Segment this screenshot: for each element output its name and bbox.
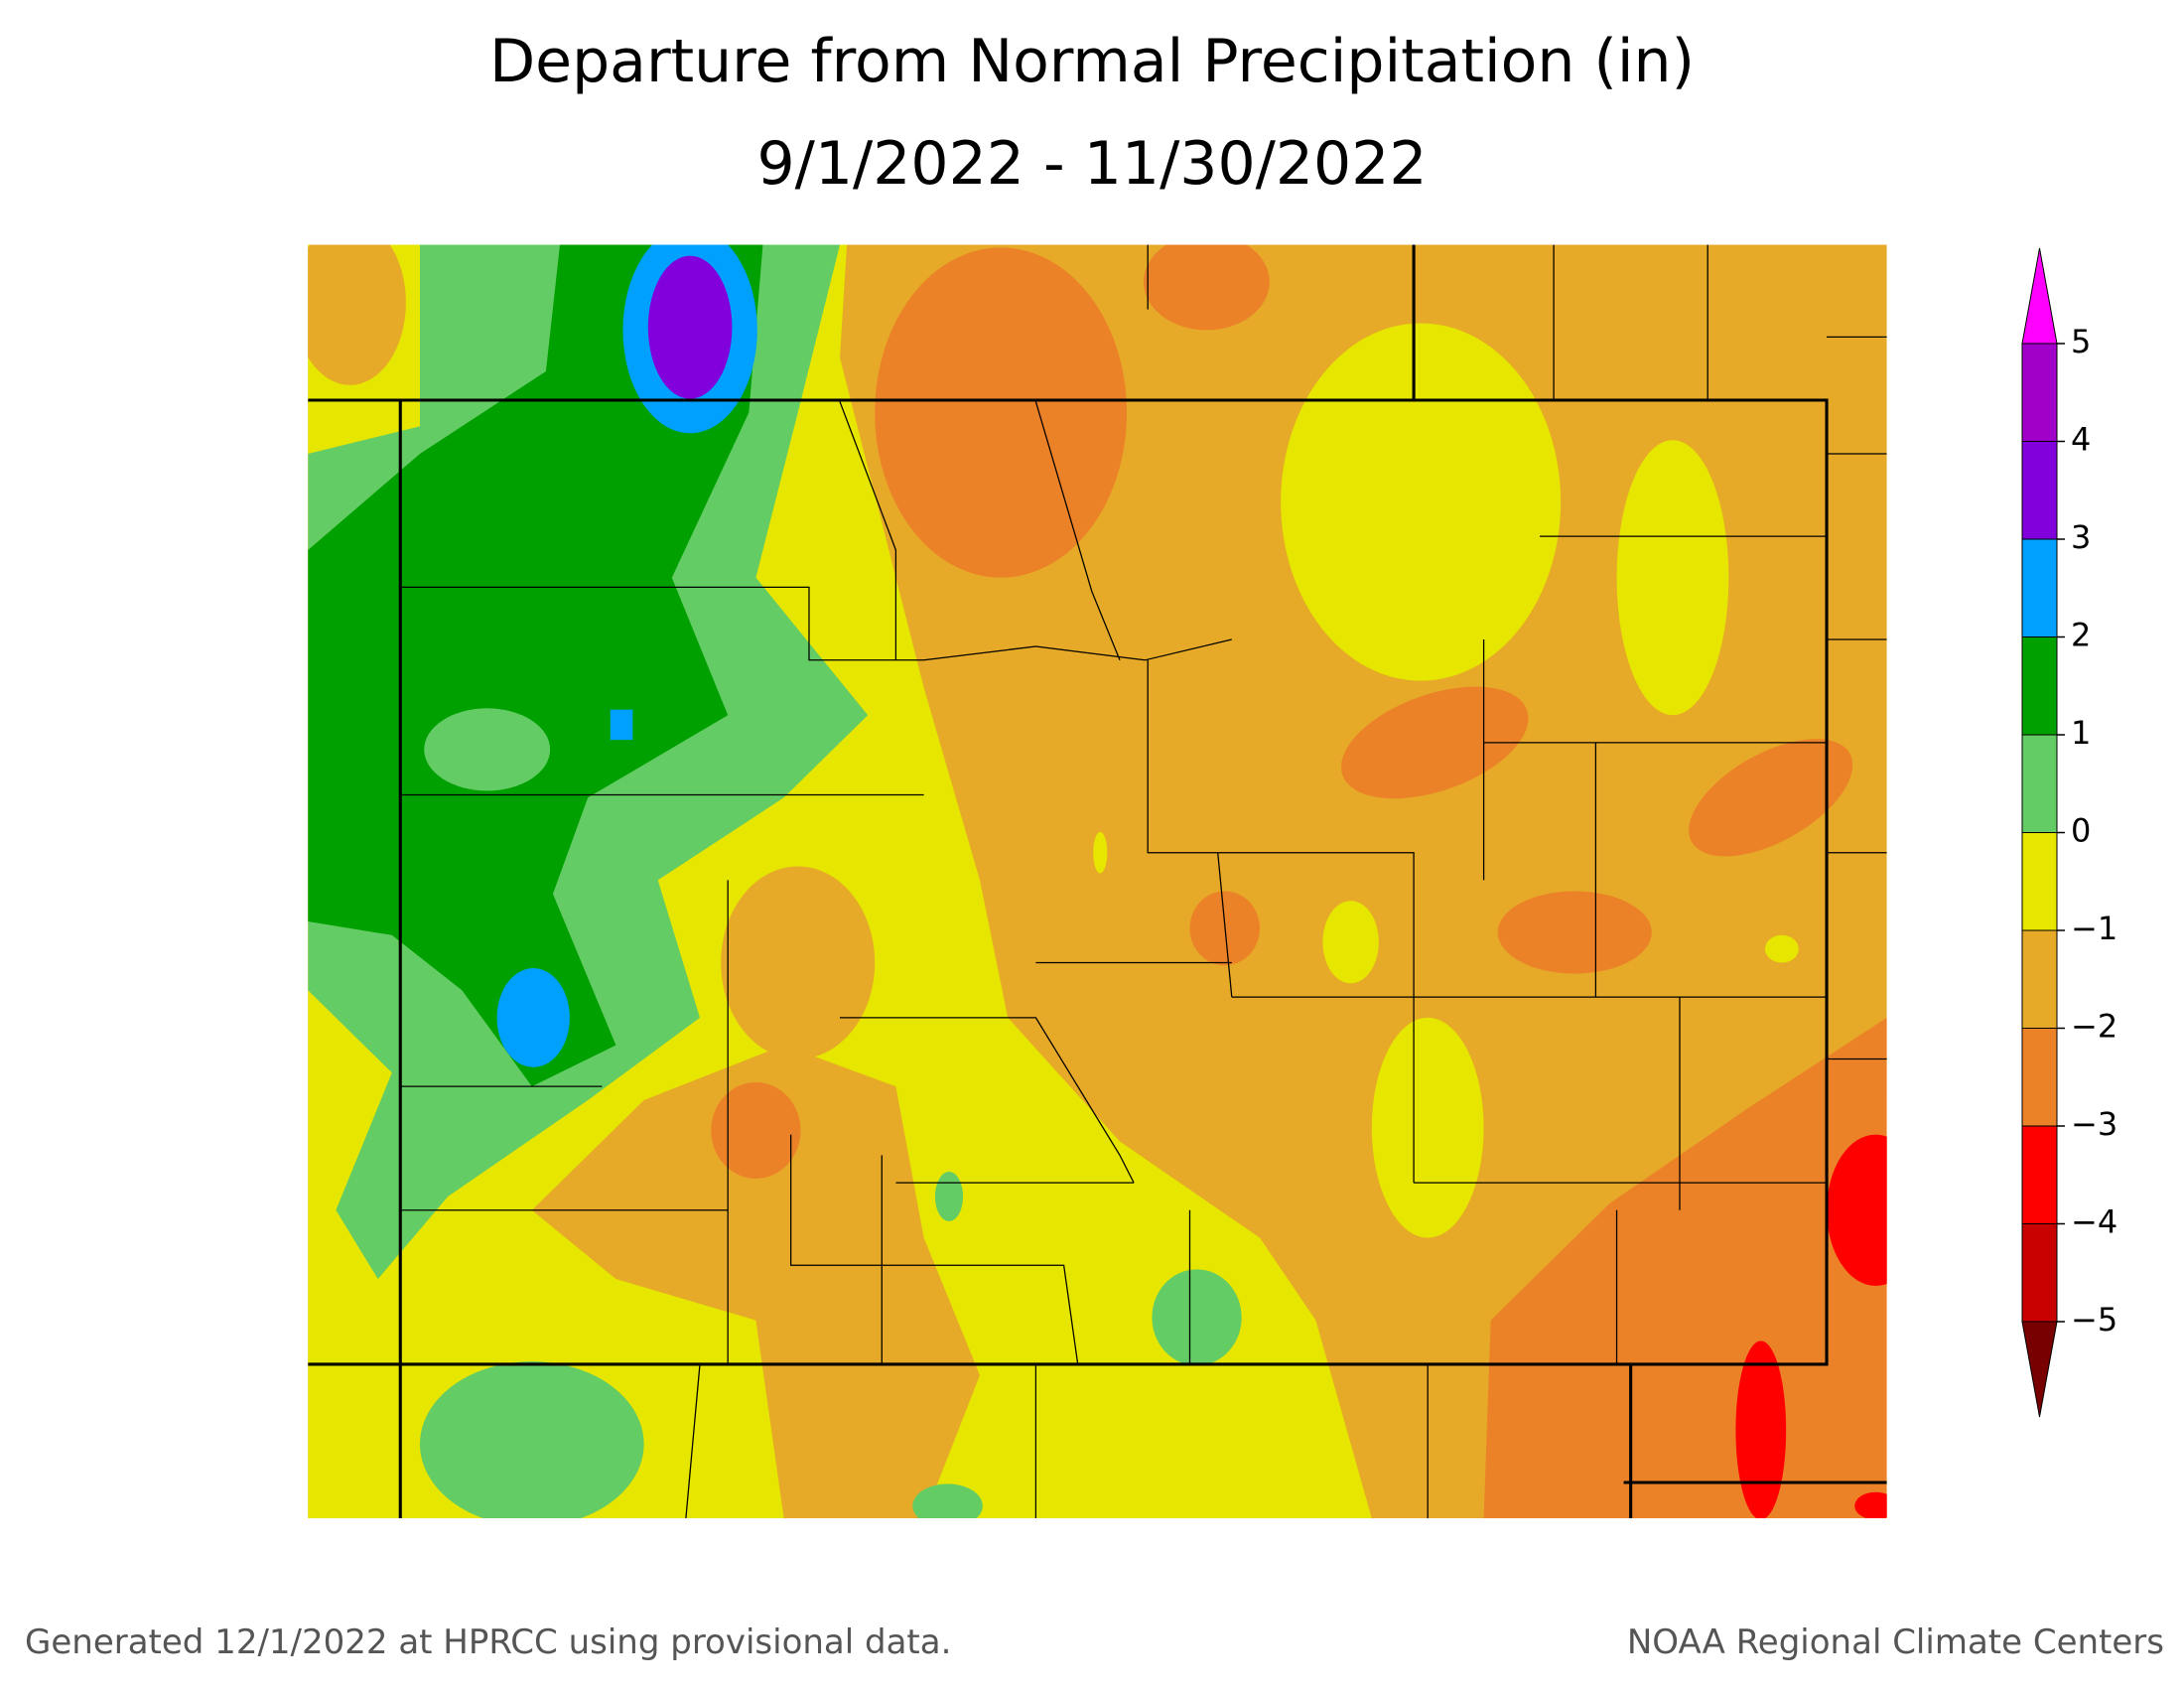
legend-bin (2021, 734, 2058, 833)
title-line: 9/1/2022 - 11/30/2022 (756, 129, 1427, 199)
legend-tick-label: −1 (2071, 910, 2117, 947)
legend-tick-label: 3 (2071, 518, 2091, 556)
title-line: Departure from Normal Precipitation (in) (489, 27, 1695, 96)
legend-tick-label: 0 (2071, 812, 2091, 850)
map (308, 244, 1887, 1519)
legend-bin (2021, 1223, 2058, 1323)
legend-tick-label: 5 (2071, 323, 2091, 360)
footer-right: NOAA Regional Climate Centers (1627, 1622, 2164, 1662)
legend-bin (2021, 832, 2058, 931)
legend-tick-label: −3 (2071, 1105, 2117, 1143)
legend-tick-label: 4 (2071, 421, 2091, 459)
legend-tick-label: −4 (2071, 1203, 2117, 1241)
legend-arrow-top (2021, 247, 2058, 345)
legend-bin (2021, 1028, 2058, 1127)
legend-bin (2021, 1125, 2058, 1224)
legend-bin (2021, 636, 2058, 736)
legend-tick-label: 1 (2071, 714, 2091, 752)
legend-arrow-bottom (2021, 1321, 2058, 1418)
color-legend: 5 4 3 2 1 0 −1 −2 −3 −4 −5 (2021, 247, 2117, 1418)
legend-bin (2021, 538, 2058, 637)
legend-tick-label: −2 (2071, 1008, 2117, 1046)
legend-bin (2021, 441, 2058, 540)
legend-bin (2021, 343, 2058, 442)
legend-tick-label: 2 (2071, 617, 2091, 654)
footer-left: Generated 12/1/2022 at HPRCC using provi… (25, 1622, 951, 1662)
legend-tick-label: −5 (2071, 1301, 2117, 1339)
legend-bin (2021, 929, 2058, 1029)
